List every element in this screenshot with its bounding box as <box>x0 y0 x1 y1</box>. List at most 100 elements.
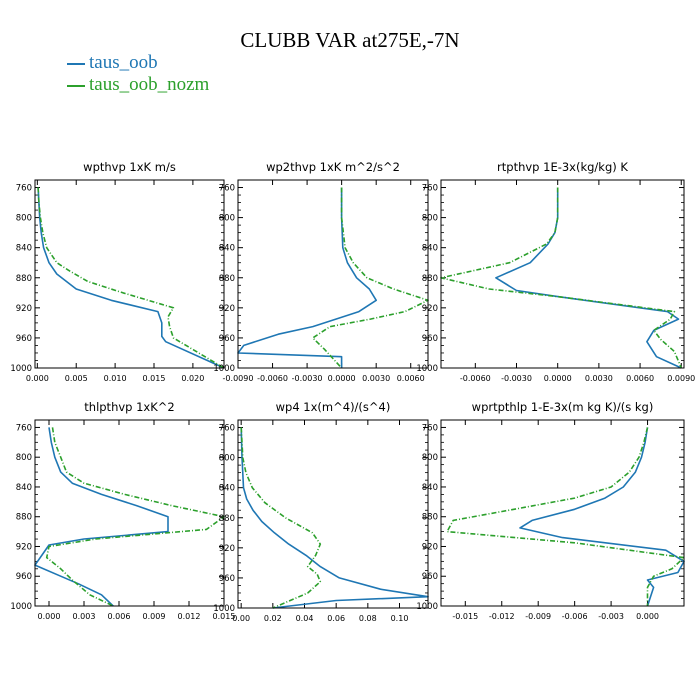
x-tick-label: -0.003 <box>598 612 624 621</box>
x-tick-label: 0.0060 <box>626 374 654 383</box>
x-tick-label: -0.012 <box>489 612 515 621</box>
plot-frame <box>34 179 225 369</box>
chart-panel-2: wp2thvp 1xK m^2/s^2 760 800 840 880 920 960 100… <box>213 160 429 383</box>
x-tick-label: 0.0060 <box>397 374 425 383</box>
y-tick-label: 880 <box>16 513 32 523</box>
x-tick-label: 0.020 <box>181 374 204 383</box>
legend-item-taus-oob-nozm: taus_oob_nozm <box>67 74 209 96</box>
x-tick-label: 0.000 <box>636 612 659 621</box>
series-line-taus-oob <box>37 187 225 369</box>
x-tick-label: 0.005 <box>65 374 88 383</box>
plot-frame <box>237 179 429 369</box>
x-tick-label: 0.000 <box>38 612 61 621</box>
y-tick-label: 960 <box>219 574 235 584</box>
x-tick-label: -0.009 <box>525 612 551 621</box>
x-tick-label: 0.000 <box>26 374 49 383</box>
y-tick-label: 880 <box>219 274 235 284</box>
legend-label: taus_oob <box>89 52 158 73</box>
y-tick-label: 920 <box>219 544 235 554</box>
y-tick-label: 1000 <box>213 604 235 614</box>
x-tick-label: 0.08 <box>359 614 377 623</box>
plot-frame <box>440 179 685 369</box>
series-line-taus-oob-nozm <box>37 187 225 369</box>
y-tick-label: 840 <box>16 244 32 254</box>
x-tick-label: 0.0030 <box>362 374 390 383</box>
y-tick-label: 920 <box>422 304 438 314</box>
y-tick-label: 840 <box>422 483 438 493</box>
plot-frame <box>34 419 225 607</box>
y-tick-label: 760 <box>422 184 438 194</box>
x-tick-label: 0.003 <box>73 612 96 621</box>
y-tick-label: 960 <box>422 572 438 582</box>
x-tick-label: 0.015 <box>213 612 236 621</box>
x-tick-label: 0.012 <box>178 612 201 621</box>
x-tick-label: -0.015 <box>452 612 478 621</box>
x-tick-label: 0.04 <box>296 614 314 623</box>
x-tick-label: -0.0060 <box>257 374 288 383</box>
legend-swatch <box>67 62 85 65</box>
y-tick-label: 960 <box>16 334 32 344</box>
y-tick-label: 800 <box>16 214 32 224</box>
chart-panel-5: wp4 1x(m^4)/(s^4)76080084088092096010000… <box>213 400 429 623</box>
x-tick-label: 0.02 <box>264 614 282 623</box>
y-tick-label: 760 <box>16 184 32 194</box>
chart-panel-1: wpthvp 1xK m/s76080084088092096010000.00… <box>10 160 225 383</box>
y-tick-label: 800 <box>16 453 32 463</box>
y-tick-label: 880 <box>422 274 438 284</box>
y-tick-label: 1000 <box>416 602 438 612</box>
y-tick-label: 840 <box>219 244 235 254</box>
chart-title: rtpthvp 1E-3x(kg/kg) K <box>497 160 628 174</box>
x-tick-label: 0.010 <box>104 374 127 383</box>
series-line-taus-oob-nozm <box>311 187 429 369</box>
x-tick-label: -0.006 <box>562 612 588 621</box>
x-tick-label: 0.0000 <box>328 374 356 383</box>
series-line-taus-oob-nozm <box>446 427 685 606</box>
y-tick-label: 880 <box>422 513 438 523</box>
x-tick-label: 0.0030 <box>585 374 613 383</box>
x-tick-label: -0.0090 <box>223 374 254 383</box>
y-tick-label: 1000 <box>213 364 235 374</box>
y-tick-label: 760 <box>16 423 32 433</box>
y-tick-label: 920 <box>219 304 235 314</box>
y-tick-label: 920 <box>422 542 438 552</box>
y-tick-label: 960 <box>422 334 438 344</box>
x-tick-label: 0.06 <box>327 614 345 623</box>
x-tick-label: -0.0060 <box>460 374 491 383</box>
chart-title: wp2thvp 1xK m^2/s^2 <box>266 160 400 174</box>
chart-title: thlpthvp 1xK^2 <box>84 400 174 414</box>
series-line-taus-oob <box>34 427 169 607</box>
chart-title: wpthvp 1xK m/s <box>83 160 176 174</box>
y-tick-label: 800 <box>422 214 438 224</box>
chart-title: wprtpthlp 1-E-3x(m kg K)/(s kg) <box>472 400 654 414</box>
y-tick-label: 760 <box>219 184 235 194</box>
x-tick-label: 0.006 <box>108 612 131 621</box>
y-tick-label: 800 <box>219 214 235 224</box>
y-tick-label: 760 <box>422 423 438 433</box>
x-tick-label: 0.015 <box>143 374 166 383</box>
page-title: CLUBB VAR at275E,-7N <box>240 28 460 52</box>
chart-panel-6: wprtpthlp 1-E-3x(m kg K)/(s kg) 760 800 840… <box>416 400 685 621</box>
plot-frame <box>237 419 429 609</box>
x-tick-label: -0.0030 <box>292 374 323 383</box>
x-tick-label: 0.10 <box>391 614 409 623</box>
y-tick-label: 1000 <box>10 602 32 612</box>
y-tick-label: 880 <box>16 274 32 284</box>
y-tick-label: 840 <box>16 483 32 493</box>
y-tick-label: 800 <box>219 454 235 464</box>
y-tick-label: 800 <box>422 453 438 463</box>
chart-panel-4: thlpthvp 1xK^2 760 800 840 880 920 960 1000 0.00… <box>10 400 235 621</box>
legend-item-taus-oob: taus_oob <box>67 52 158 74</box>
series-line-taus-oob-nozm <box>45 427 225 607</box>
series-line-taus-oob <box>240 427 429 609</box>
y-tick-label: 920 <box>16 304 32 314</box>
y-tick-label: 920 <box>16 542 32 552</box>
x-tick-label: 0.009 <box>143 612 166 621</box>
plot-frame <box>440 419 685 607</box>
legend-swatch <box>67 84 85 87</box>
y-tick-label: 840 <box>219 484 235 494</box>
x-tick-label: 0.0090 <box>667 374 695 383</box>
y-tick-label: 880 <box>219 514 235 524</box>
x-tick-label: -0.0030 <box>501 374 532 383</box>
series-line-taus-oob-nozm <box>440 187 683 369</box>
